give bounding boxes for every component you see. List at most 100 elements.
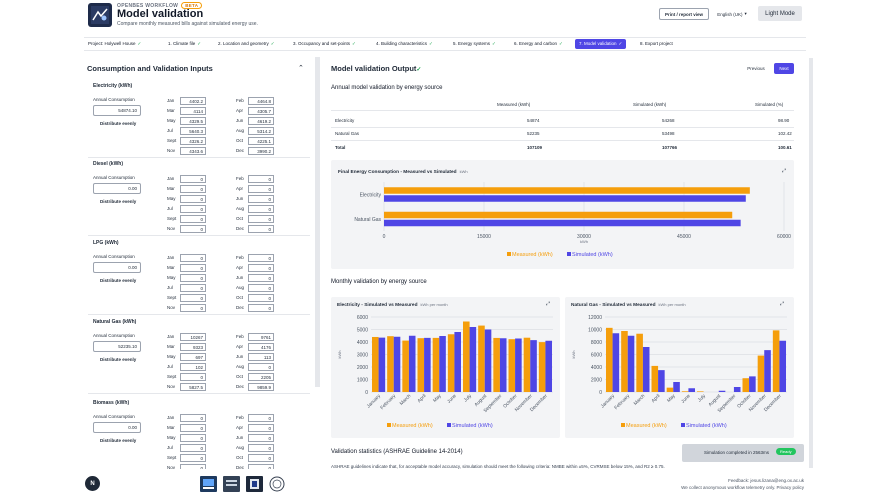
month-input[interactable]: 0 [248,284,274,292]
month-input[interactable]: 2205 [248,373,274,381]
step-model-validation[interactable]: 7. Model validation ✓ [575,39,627,49]
month-input[interactable]: 0 [180,225,206,233]
left-scrollbar[interactable] [315,57,320,387]
month-input[interactable]: 0 [248,225,274,233]
month-input[interactable]: 0 [248,444,274,452]
month-input[interactable]: 9323 [180,343,206,351]
legend-label[interactable]: Simulated (kWh) [686,423,727,429]
annual-consumption-input[interactable]: 0.00 [93,183,141,194]
month-input[interactable]: 0 [180,264,206,272]
step-energy-carbon[interactable]: 6. Energy and carbon ✓ [514,41,563,46]
step-building-characteristics[interactable]: 4. Building characteristics ✓ [376,41,433,46]
step-project[interactable]: Project: Holywell House ✓ [88,41,142,46]
month-input[interactable]: 0 [180,175,206,183]
annual-consumption-input[interactable]: 52235.10 [93,341,141,352]
month-input[interactable]: 0 [180,284,206,292]
month-input[interactable]: 0 [248,454,274,462]
month-input[interactable]: 4343.6 [180,147,206,155]
month-input[interactable]: 4402.2 [180,97,206,105]
month-input[interactable]: 0 [180,205,206,213]
month-input[interactable]: 0 [180,464,206,469]
month-input[interactable]: 0 [248,205,274,213]
distribute-evenly-button[interactable]: Distribute evenly [100,199,137,204]
month-input[interactable]: 5827.5 [180,383,206,391]
month-input[interactable]: 5640.3 [180,127,206,135]
month-input[interactable]: 9859.9 [248,383,274,391]
month-input[interactable]: 0 [180,373,206,381]
month-input[interactable]: 0 [180,434,206,442]
distribute-evenly-button[interactable]: Distribute evenly [100,121,137,126]
annual-consumption-input[interactable]: 0.00 [93,422,141,433]
distribute-evenly-button[interactable]: Distribute evenly [100,438,137,443]
month-input[interactable]: 5314.2 [248,127,274,135]
month-input[interactable]: 0 [180,185,206,193]
collapse-caret-icon[interactable]: ⌃ [298,65,304,72]
month-input[interactable]: 0 [180,294,206,302]
nav-avatar[interactable]: N [85,476,100,491]
month-input[interactable]: 0 [248,215,274,223]
legend-label[interactable]: Simulated (kWh) [452,423,493,429]
month-input[interactable]: 0 [248,195,274,203]
telemetry-text[interactable]: We collect anonymous workflow telemetry … [681,485,804,490]
step-location-geometry[interactable]: 2. Location and geometry ✓ [218,41,275,46]
month-input[interactable]: 10267 [180,333,206,341]
month-input[interactable]: 9761 [248,333,274,341]
month-input[interactable]: 0 [248,424,274,432]
month-input[interactable]: 0 [248,185,274,193]
month-input[interactable]: 4619.2 [248,117,274,125]
step-occupancy[interactable]: 3. Occupancy and set-points ✓ [293,41,356,46]
month-input[interactable]: 0 [180,274,206,282]
language-select[interactable]: English (UK) ▾ [713,8,751,20]
month-input[interactable]: 3990.2 [248,147,274,155]
month-input[interactable]: 0 [248,294,274,302]
month-input[interactable]: 0 [248,304,274,312]
legend-label[interactable]: Measured (kWh) [392,423,433,429]
month-input[interactable]: 0 [248,464,274,469]
legend-label[interactable]: Measured (kWh) [626,423,667,429]
feedback-text[interactable]: Feedback: jesus.lizana@eng.ox.ac.uk [728,478,804,483]
light-mode-button[interactable]: Light Mode [758,6,802,21]
month-input[interactable]: 0 [248,175,274,183]
month-input[interactable]: 0 [180,444,206,452]
expand-icon[interactable]: ⤢ [782,168,787,174]
step-climate-file[interactable]: 1. Climate file ✓ [168,41,202,46]
month-input[interactable]: 4326.2 [180,137,206,145]
month-input[interactable]: 0 [248,363,274,371]
month-input[interactable]: 0 [180,304,206,312]
next-button[interactable]: Next [774,63,794,74]
print-report-button[interactable]: Print / report view [659,8,709,20]
month-input[interactable]: 0 [248,264,274,272]
legend-label[interactable]: Measured (kWh) [512,252,553,258]
month-input[interactable]: 102 [180,363,206,371]
month-input[interactable]: 0 [180,254,206,262]
expand-icon[interactable]: ⤢ [546,301,551,307]
month-input[interactable]: 4114 [180,107,206,115]
annual-consumption-input[interactable]: 0.00 [93,262,141,273]
month-input[interactable]: 0 [248,414,274,422]
month-input[interactable]: 0 [180,195,206,203]
step-energy-systems[interactable]: 5. Energy systems ✓ [453,41,496,46]
month-input[interactable]: 697 [180,353,206,361]
distribute-evenly-button[interactable]: Distribute evenly [100,278,137,283]
month-input[interactable]: 4305.7 [248,107,274,115]
month-input[interactable]: 0 [180,454,206,462]
distribute-evenly-button[interactable]: Distribute evenly [100,357,137,362]
legend-label[interactable]: Simulated (kWh) [572,252,613,258]
month-input[interactable]: 4225.1 [248,137,274,145]
month-input[interactable]: 0 [180,424,206,432]
step-export-project[interactable]: 8. Export project [640,41,673,46]
month-input[interactable]: 0 [248,434,274,442]
expand-icon[interactable]: ⤢ [780,301,785,307]
annual-consumption-input[interactable]: 54874.10 [93,105,141,116]
month-input[interactable]: 113 [248,353,274,361]
month-input[interactable]: 4176 [248,343,274,351]
month-input[interactable]: 0 [248,274,274,282]
month-input[interactable]: 0 [248,254,274,262]
previous-button[interactable]: Previous [747,66,765,71]
right-scrollbar[interactable] [809,58,813,468]
month-input[interactable]: 0 [180,414,206,422]
month-input[interactable]: 4464.8 [248,97,274,105]
month-input[interactable]: 4329.5 [180,117,206,125]
month-input[interactable]: 0 [180,215,206,223]
month-label: Nov [167,305,176,310]
